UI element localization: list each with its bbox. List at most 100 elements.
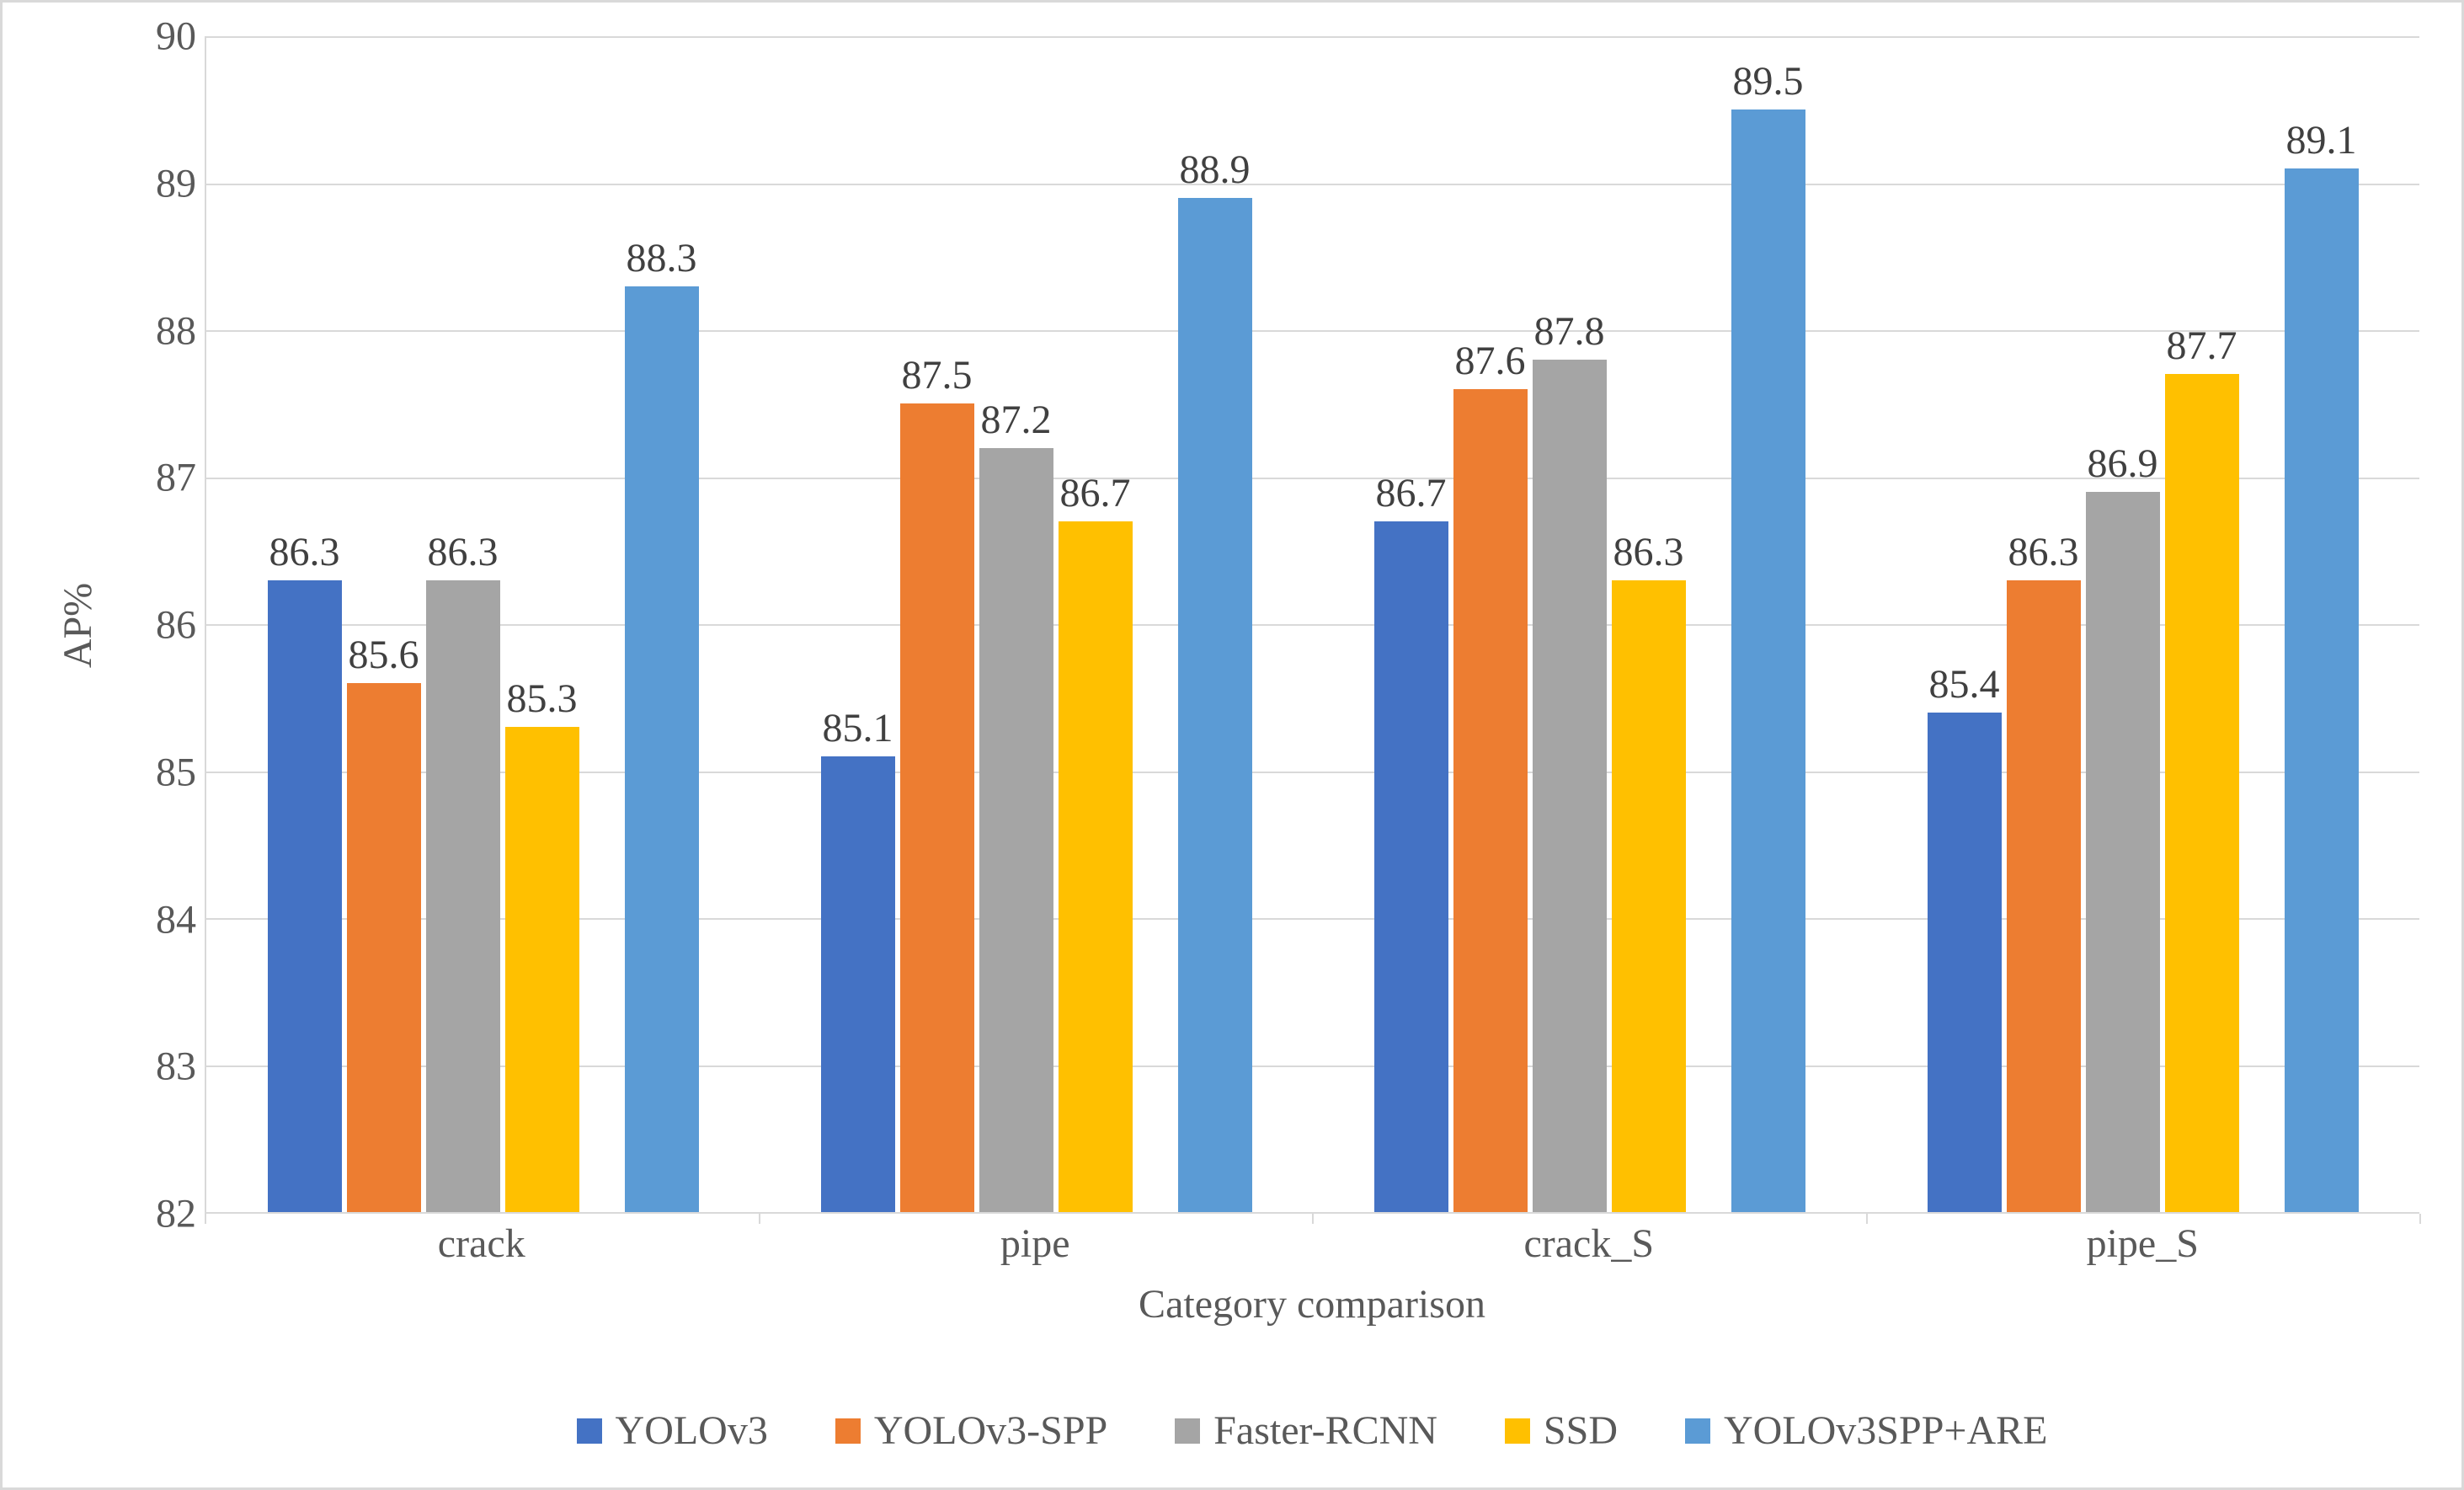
bar xyxy=(426,580,500,1212)
bar-group: 86.3 85.6 86.3 85.3 88.3 xyxy=(268,36,699,1212)
bar-wrap: 88.9 xyxy=(1178,36,1252,1212)
bar xyxy=(1612,580,1686,1212)
bar xyxy=(505,727,579,1212)
bar-value-label: 87.2 xyxy=(981,397,1052,443)
x-tick-label: crack_S xyxy=(1523,1220,1654,1267)
bar xyxy=(1453,389,1528,1212)
bar-group: 85.1 87.587.286.7 88.9 xyxy=(821,36,1252,1212)
bar-value-label: 86.3 xyxy=(2008,529,2079,575)
bar-value-label: 87.8 xyxy=(1534,308,1605,355)
bar xyxy=(625,286,699,1212)
y-tick-label: 90 xyxy=(156,13,196,60)
bar-wrap: 87.6 xyxy=(1453,36,1528,1212)
legend-swatch xyxy=(1505,1418,1530,1444)
bar xyxy=(2086,492,2160,1212)
legend-item: SSD xyxy=(1505,1407,1618,1454)
x-tick-mark xyxy=(1312,1214,1314,1224)
bar xyxy=(1178,198,1252,1212)
y-tick-label: 89 xyxy=(156,160,196,206)
bar-value-label: 88.9 xyxy=(1180,147,1251,193)
bar xyxy=(1059,521,1133,1212)
legend-swatch xyxy=(1685,1418,1710,1444)
bar-value-label: 86.9 xyxy=(2088,441,2158,487)
bar-group: 86.787.687.8 86.3 89.5 xyxy=(1374,36,1805,1212)
bar-value-label: 85.4 xyxy=(1929,661,2000,708)
bar-value-label: 89.1 xyxy=(2286,117,2357,163)
bar xyxy=(2007,580,2081,1212)
bar-value-label: 87.6 xyxy=(1455,338,1526,384)
bar-value-label: 86.3 xyxy=(269,529,340,575)
bar-wrap: 89.1 xyxy=(2285,36,2359,1212)
x-tick-mark xyxy=(2419,1214,2421,1224)
plot-row: AP% 828384858687888990 86.385.686.385.38… xyxy=(45,36,2419,1214)
x-tick-mark xyxy=(759,1214,760,1224)
chart-frame: AP% 828384858687888990 86.385.686.385.38… xyxy=(0,0,2464,1490)
x-tick-label: pipe_S xyxy=(2087,1220,2199,1267)
bar xyxy=(1928,713,2002,1212)
bar xyxy=(1533,360,1607,1212)
bar-wrap: 85.3 xyxy=(505,36,579,1212)
y-tick-label: 84 xyxy=(156,896,196,943)
bar-wrap: 85.6 xyxy=(347,36,421,1212)
legend-label: YOLOv3-SPP xyxy=(874,1407,1107,1454)
y-axis-title-wrap: AP% xyxy=(45,36,112,1214)
bar-value-label: 85.1 xyxy=(823,705,893,751)
bar-wrap: 85.1 xyxy=(821,36,895,1212)
bar xyxy=(2285,168,2359,1212)
y-tick-label: 88 xyxy=(156,307,196,354)
x-axis-title-row: Category comparison xyxy=(45,1281,2419,1357)
bar-wrap: 85.4 xyxy=(1928,36,2002,1212)
y-tick-label: 85 xyxy=(156,749,196,795)
legend-swatch xyxy=(1175,1418,1200,1444)
legend-item: YOLOv3 xyxy=(577,1407,768,1454)
bar-wrap: 87.8 xyxy=(1533,36,1607,1212)
x-axis-ticks-row: crackpipecrack_Spipe_S xyxy=(45,1214,2419,1281)
x-axis-title: Category comparison xyxy=(1139,1281,1485,1327)
legend-item: YOLOv3SPP+ARE xyxy=(1685,1407,2047,1454)
legend-swatch xyxy=(577,1418,602,1444)
bar-value-label: 85.6 xyxy=(349,632,419,678)
bar xyxy=(900,403,974,1212)
legend-label: SSD xyxy=(1544,1407,1618,1454)
bar-group: 85.4 86.386.987.7 89.1 xyxy=(1928,36,2359,1212)
x-tick-label: pipe xyxy=(1000,1220,1070,1267)
legend: YOLOv3 YOLOv3-SPP Faster-RCNN SSD YOLOv3SPP+… xyxy=(45,1407,2419,1454)
bar xyxy=(1731,109,1805,1212)
y-tick-label: 87 xyxy=(156,455,196,501)
bar-value-label: 86.7 xyxy=(1060,470,1131,516)
bar xyxy=(347,683,421,1212)
y-axis-ticks: 828384858687888990 xyxy=(112,36,205,1214)
x-tick-mark xyxy=(1866,1214,1868,1224)
legend-label: YOLOv3SPP+ARE xyxy=(1724,1407,2047,1454)
bar-value-label: 86.3 xyxy=(1613,529,1684,575)
bar xyxy=(1374,521,1448,1212)
bar-value-label: 86.3 xyxy=(428,529,499,575)
y-tick-label: 86 xyxy=(156,602,196,649)
x-tick-mark xyxy=(205,1214,206,1224)
bar-wrap: 86.9 xyxy=(2086,36,2160,1212)
y-tick-label: 82 xyxy=(156,1191,196,1237)
bar-wrap: 89.5 xyxy=(1731,36,1805,1212)
y-tick-label: 83 xyxy=(156,1044,196,1090)
legend-item: YOLOv3-SPP xyxy=(835,1407,1107,1454)
x-axis-ticks: crackpipecrack_Spipe_S xyxy=(205,1214,2419,1281)
bar xyxy=(979,448,1053,1212)
legend-item: Faster-RCNN xyxy=(1175,1407,1437,1454)
legend-label: Faster-RCNN xyxy=(1213,1407,1437,1454)
y-axis-title: AP% xyxy=(56,582,102,667)
bar-value-label: 87.5 xyxy=(902,352,973,398)
bar xyxy=(821,756,895,1212)
bar-wrap: 86.3 xyxy=(2007,36,2081,1212)
bar-wrap: 86.7 xyxy=(1374,36,1448,1212)
bar-wrap: 86.3 xyxy=(426,36,500,1212)
legend-swatch xyxy=(835,1418,861,1444)
bar xyxy=(2165,374,2239,1212)
bar-value-label: 88.3 xyxy=(627,235,697,281)
bar xyxy=(268,580,342,1212)
bar-wrap: 87.5 xyxy=(900,36,974,1212)
bar-wrap: 87.2 xyxy=(979,36,1053,1212)
bar-value-label: 85.3 xyxy=(507,676,578,722)
bar-wrap: 88.3 xyxy=(625,36,699,1212)
bar-wrap: 87.7 xyxy=(2165,36,2239,1212)
legend-label: YOLOv3 xyxy=(616,1407,768,1454)
